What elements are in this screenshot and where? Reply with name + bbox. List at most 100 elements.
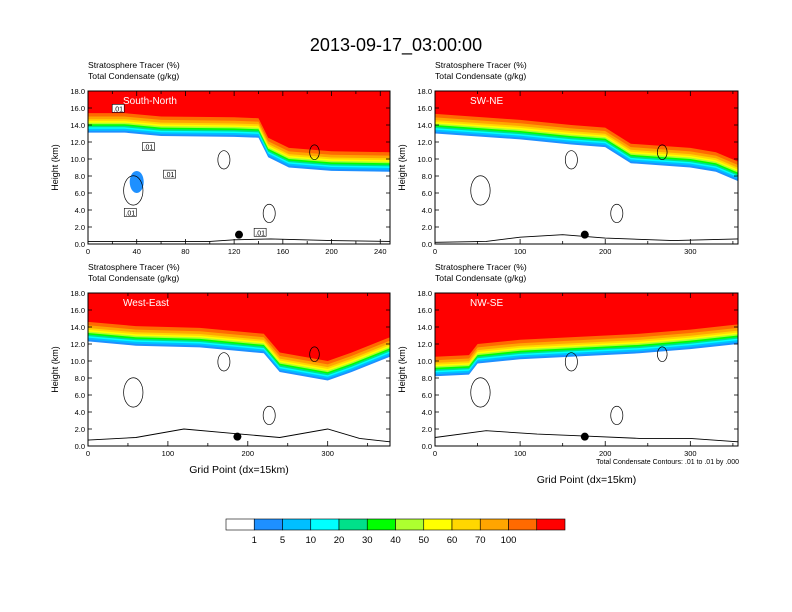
condensate-contour bbox=[123, 175, 144, 206]
x-axis-label: Grid Point (dx=15km) bbox=[189, 464, 289, 476]
condensate-contour bbox=[217, 352, 231, 372]
y-tick-label: 14.0 bbox=[70, 121, 85, 130]
colorbar-label: 50 bbox=[418, 535, 429, 546]
condensate-contour bbox=[309, 346, 320, 362]
panel-label: NW-SE bbox=[470, 298, 503, 309]
y-tick-label: 2.0 bbox=[422, 223, 432, 232]
y-tick-label: 16.0 bbox=[70, 306, 85, 315]
x-tick-label: 200 bbox=[325, 247, 338, 256]
panel-label: West-East bbox=[123, 298, 169, 309]
terrain-line bbox=[88, 238, 390, 242]
x-tick-label: 300 bbox=[684, 247, 697, 256]
condensate-contour bbox=[217, 150, 231, 170]
colorbar-label: 20 bbox=[334, 535, 345, 546]
condensate-contour bbox=[657, 144, 668, 160]
colorbar-label: 10 bbox=[305, 535, 316, 546]
panel-header-condensate: Total Condensate (g/kg) bbox=[435, 273, 526, 283]
y-tick-label: 16.0 bbox=[417, 104, 432, 113]
condensate-contour bbox=[610, 405, 624, 425]
y-axis-label: Height (km) bbox=[397, 346, 407, 393]
condensate-contour bbox=[262, 405, 276, 425]
panel-1: Stratosphere Tracer (%)Total Condensate … bbox=[50, 60, 391, 256]
condensate-contour bbox=[657, 346, 668, 362]
y-tick-label: 8.0 bbox=[422, 172, 432, 181]
y-tick-label: 18.0 bbox=[417, 87, 432, 96]
panel-frame bbox=[434, 90, 739, 245]
y-tick-label: 10.0 bbox=[70, 357, 85, 366]
y-tick-label: 8.0 bbox=[422, 374, 432, 383]
terrain-line bbox=[435, 234, 738, 243]
y-tick-label: 4.0 bbox=[422, 206, 432, 215]
condensate-contour bbox=[309, 144, 320, 160]
contour-label: .01 bbox=[253, 227, 267, 237]
y-tick-label: 6.0 bbox=[422, 391, 432, 400]
x-tick-label: 120 bbox=[228, 247, 241, 256]
y-tick-label: 18.0 bbox=[70, 289, 85, 298]
y-tick-label: 16.0 bbox=[70, 104, 85, 113]
panel-frame bbox=[87, 90, 391, 245]
colorbar-swatch bbox=[366, 518, 396, 531]
terrain-line bbox=[88, 428, 390, 443]
svg-text:.01: .01 bbox=[113, 106, 123, 113]
panels-group: Stratosphere Tracer (%)Total Condensate … bbox=[50, 60, 739, 486]
colorbar-swatch bbox=[508, 518, 538, 531]
x-tick-label: 0 bbox=[433, 247, 437, 256]
colorbar-label: 40 bbox=[390, 535, 401, 546]
panel-label: South-North bbox=[123, 96, 177, 107]
colorbar-label: 5 bbox=[280, 535, 285, 546]
svg-text:.01: .01 bbox=[255, 230, 265, 237]
condensate-contour bbox=[470, 377, 491, 408]
svg-text:.01: .01 bbox=[125, 210, 135, 217]
y-tick-label: 4.0 bbox=[422, 408, 432, 417]
panel-frame bbox=[434, 292, 739, 447]
panel-header-tracer: Stratosphere Tracer (%) bbox=[435, 60, 527, 70]
x-tick-label: 200 bbox=[599, 449, 612, 458]
colorbar-swatch bbox=[225, 518, 255, 531]
y-tick-label: 12.0 bbox=[417, 340, 432, 349]
y-tick-label: 10.0 bbox=[70, 155, 85, 164]
x-tick-label: 160 bbox=[277, 247, 290, 256]
panel-header-tracer: Stratosphere Tracer (%) bbox=[88, 60, 180, 70]
site-marker bbox=[235, 230, 243, 239]
y-tick-label: 6.0 bbox=[75, 391, 85, 400]
colorbar-swatch bbox=[451, 518, 481, 531]
y-tick-label: 10.0 bbox=[417, 357, 432, 366]
x-tick-label: 40 bbox=[133, 247, 141, 256]
y-tick-label: 12.0 bbox=[417, 138, 432, 147]
colorbar-swatch bbox=[253, 518, 283, 531]
tracer-core bbox=[435, 293, 738, 352]
tracer-core bbox=[88, 91, 390, 148]
site-marker bbox=[580, 432, 589, 441]
y-tick-label: 18.0 bbox=[70, 87, 85, 96]
tracer-blob bbox=[129, 170, 144, 193]
panel-header-tracer: Stratosphere Tracer (%) bbox=[435, 262, 527, 272]
y-tick-label: 16.0 bbox=[417, 306, 432, 315]
contour-label: .01 bbox=[111, 104, 125, 113]
contour-note: Total Condensate Contours: .01 to .01 by… bbox=[596, 459, 739, 466]
y-tick-label: 12.0 bbox=[70, 340, 85, 349]
colorbar-swatch bbox=[479, 518, 509, 531]
y-tick-label: 14.0 bbox=[417, 323, 432, 332]
y-tick-label: 4.0 bbox=[75, 206, 85, 215]
y-axis-label: Height (km) bbox=[50, 346, 60, 393]
y-tick-label: 14.0 bbox=[417, 121, 432, 130]
condensate-contour bbox=[470, 175, 491, 206]
condensate-contour bbox=[123, 377, 144, 408]
panel-4: Stratosphere Tracer (%)Total Condensate … bbox=[397, 262, 739, 486]
y-tick-label: 8.0 bbox=[75, 172, 85, 181]
x-tick-label: 0 bbox=[86, 247, 90, 256]
colorbar-label: 70 bbox=[475, 535, 486, 546]
contour-label: .01 bbox=[123, 208, 137, 217]
panel-label: SW-NE bbox=[470, 96, 503, 107]
tracer-core bbox=[88, 293, 390, 356]
site-marker bbox=[580, 230, 589, 239]
x-tick-label: 0 bbox=[86, 449, 90, 458]
y-tick-label: 2.0 bbox=[422, 425, 432, 434]
y-tick-label: 0.0 bbox=[422, 442, 432, 451]
colorbar-label: 100 bbox=[501, 535, 517, 546]
contour-label: .01 bbox=[163, 169, 176, 179]
y-tick-label: 2.0 bbox=[75, 425, 85, 434]
y-axis-label: Height (km) bbox=[397, 144, 407, 191]
x-tick-label: 300 bbox=[321, 449, 334, 458]
